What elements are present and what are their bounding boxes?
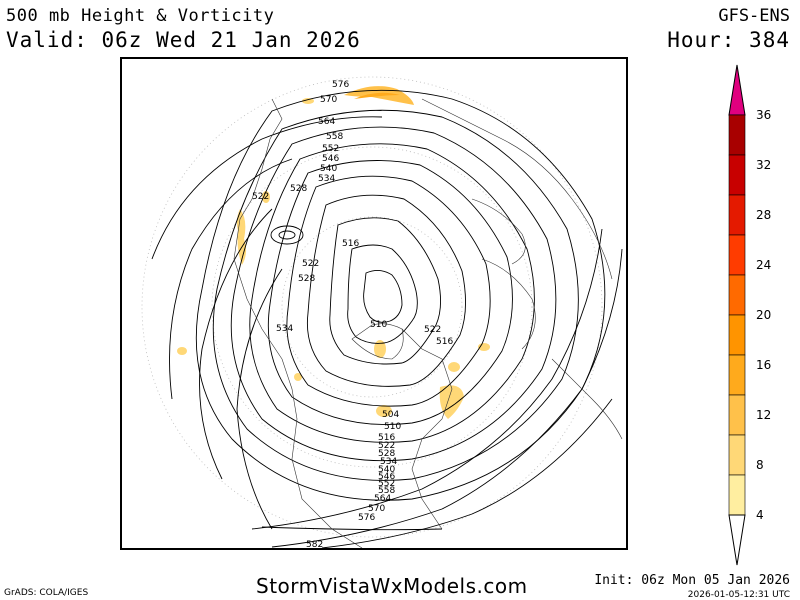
colorbar-band xyxy=(728,154,746,196)
contour-label: 516 xyxy=(436,337,453,347)
forecast-hour: Hour: 384 xyxy=(667,28,790,52)
brand-link[interactable]: StormVistaWxModels.com xyxy=(256,574,528,598)
colorbar-band xyxy=(728,274,746,316)
contour-label: 534 xyxy=(318,174,335,184)
colorbar-band xyxy=(728,314,746,356)
contour-label-group: 576 570 564 558 552 546 540 534 528 522 … xyxy=(252,80,453,548)
contour-label: 510 xyxy=(384,422,401,432)
contour-label: 582 xyxy=(306,540,323,548)
colorbar-tick: 24 xyxy=(756,258,771,272)
contour-label: 522 xyxy=(252,192,269,202)
colorbar-tick: 32 xyxy=(756,158,771,172)
init-time: Init: 06z Mon 05 Jan 2026 xyxy=(594,573,790,588)
contour-label: 522 xyxy=(424,325,441,335)
latitude-circles xyxy=(141,76,603,538)
contour-label: 552 xyxy=(322,144,339,154)
colorbar-tick: 20 xyxy=(756,308,771,322)
colorbar-tick: 4 xyxy=(756,508,764,522)
contour-label: 522 xyxy=(302,259,319,269)
colorbar-band xyxy=(728,354,746,396)
colorbar-band xyxy=(728,474,746,516)
colorbar-top-arrow xyxy=(728,64,746,116)
contour-label: 552 xyxy=(378,479,395,489)
contour-label: 504 xyxy=(382,410,399,420)
contour-label: 534 xyxy=(380,457,397,467)
colorbar-tick: 16 xyxy=(756,358,771,372)
colorbar-bottom-arrow xyxy=(728,514,746,566)
map-svg: 576 570 564 558 552 546 540 534 528 522 … xyxy=(141,76,623,548)
colorbar-band xyxy=(728,114,746,156)
contour-label: 558 xyxy=(378,486,395,496)
contour-label: 528 xyxy=(290,184,307,194)
contour-label: 528 xyxy=(378,449,395,459)
colorbar-svg: 36 32 28 24 20 16 12 8 4 xyxy=(728,64,771,566)
colorbar-band xyxy=(728,394,746,436)
colorbar-tick: 36 xyxy=(756,108,771,122)
colorbar-tick-labels: 36 32 28 24 20 16 12 8 4 xyxy=(756,108,771,522)
contour-label: 576 xyxy=(332,80,349,90)
colorbar-band xyxy=(728,194,746,236)
contour-label: 570 xyxy=(368,504,385,514)
height-contours xyxy=(151,89,623,548)
valid-time: Valid: 06z Wed 21 Jan 2026 xyxy=(6,28,361,52)
contour-label: 516 xyxy=(378,433,395,443)
model-name: GFS-ENS xyxy=(718,6,790,26)
contour-label: 528 xyxy=(298,274,315,284)
colorbar-band xyxy=(728,434,746,476)
contour-label: 570 xyxy=(320,95,337,105)
contour-label: 546 xyxy=(322,154,339,164)
contour-label: 546 xyxy=(378,472,395,482)
contour-label: 576 xyxy=(358,513,375,523)
contour-label: 540 xyxy=(320,164,337,174)
contour-label: 516 xyxy=(342,239,359,249)
contour-label: 558 xyxy=(326,132,343,142)
colorbar-bands xyxy=(728,114,746,516)
contour-label: 564 xyxy=(318,117,335,127)
map-panel: 576 570 564 558 552 546 540 534 528 522 … xyxy=(120,57,628,550)
contour-label: 510 xyxy=(370,320,387,330)
colorbar-tick: 12 xyxy=(756,408,771,422)
contour-label: 534 xyxy=(276,324,293,334)
contour-label: 564 xyxy=(374,494,391,504)
coastlines xyxy=(233,98,623,548)
grads-credit: GrADS: COLA/IGES xyxy=(4,588,89,598)
colorbar: 36 32 28 24 20 16 12 8 4 xyxy=(720,60,800,572)
chart-title: 500 mb Height & Vorticity xyxy=(6,6,275,26)
colorbar-tick: 8 xyxy=(756,458,764,472)
render-timestamp: 2026-01-05-12:31 UTC xyxy=(687,590,790,600)
contour-label: 522 xyxy=(378,441,395,451)
contour-label: 540 xyxy=(378,465,395,475)
colorbar-tick: 28 xyxy=(756,208,771,222)
colorbar-band xyxy=(728,234,746,276)
